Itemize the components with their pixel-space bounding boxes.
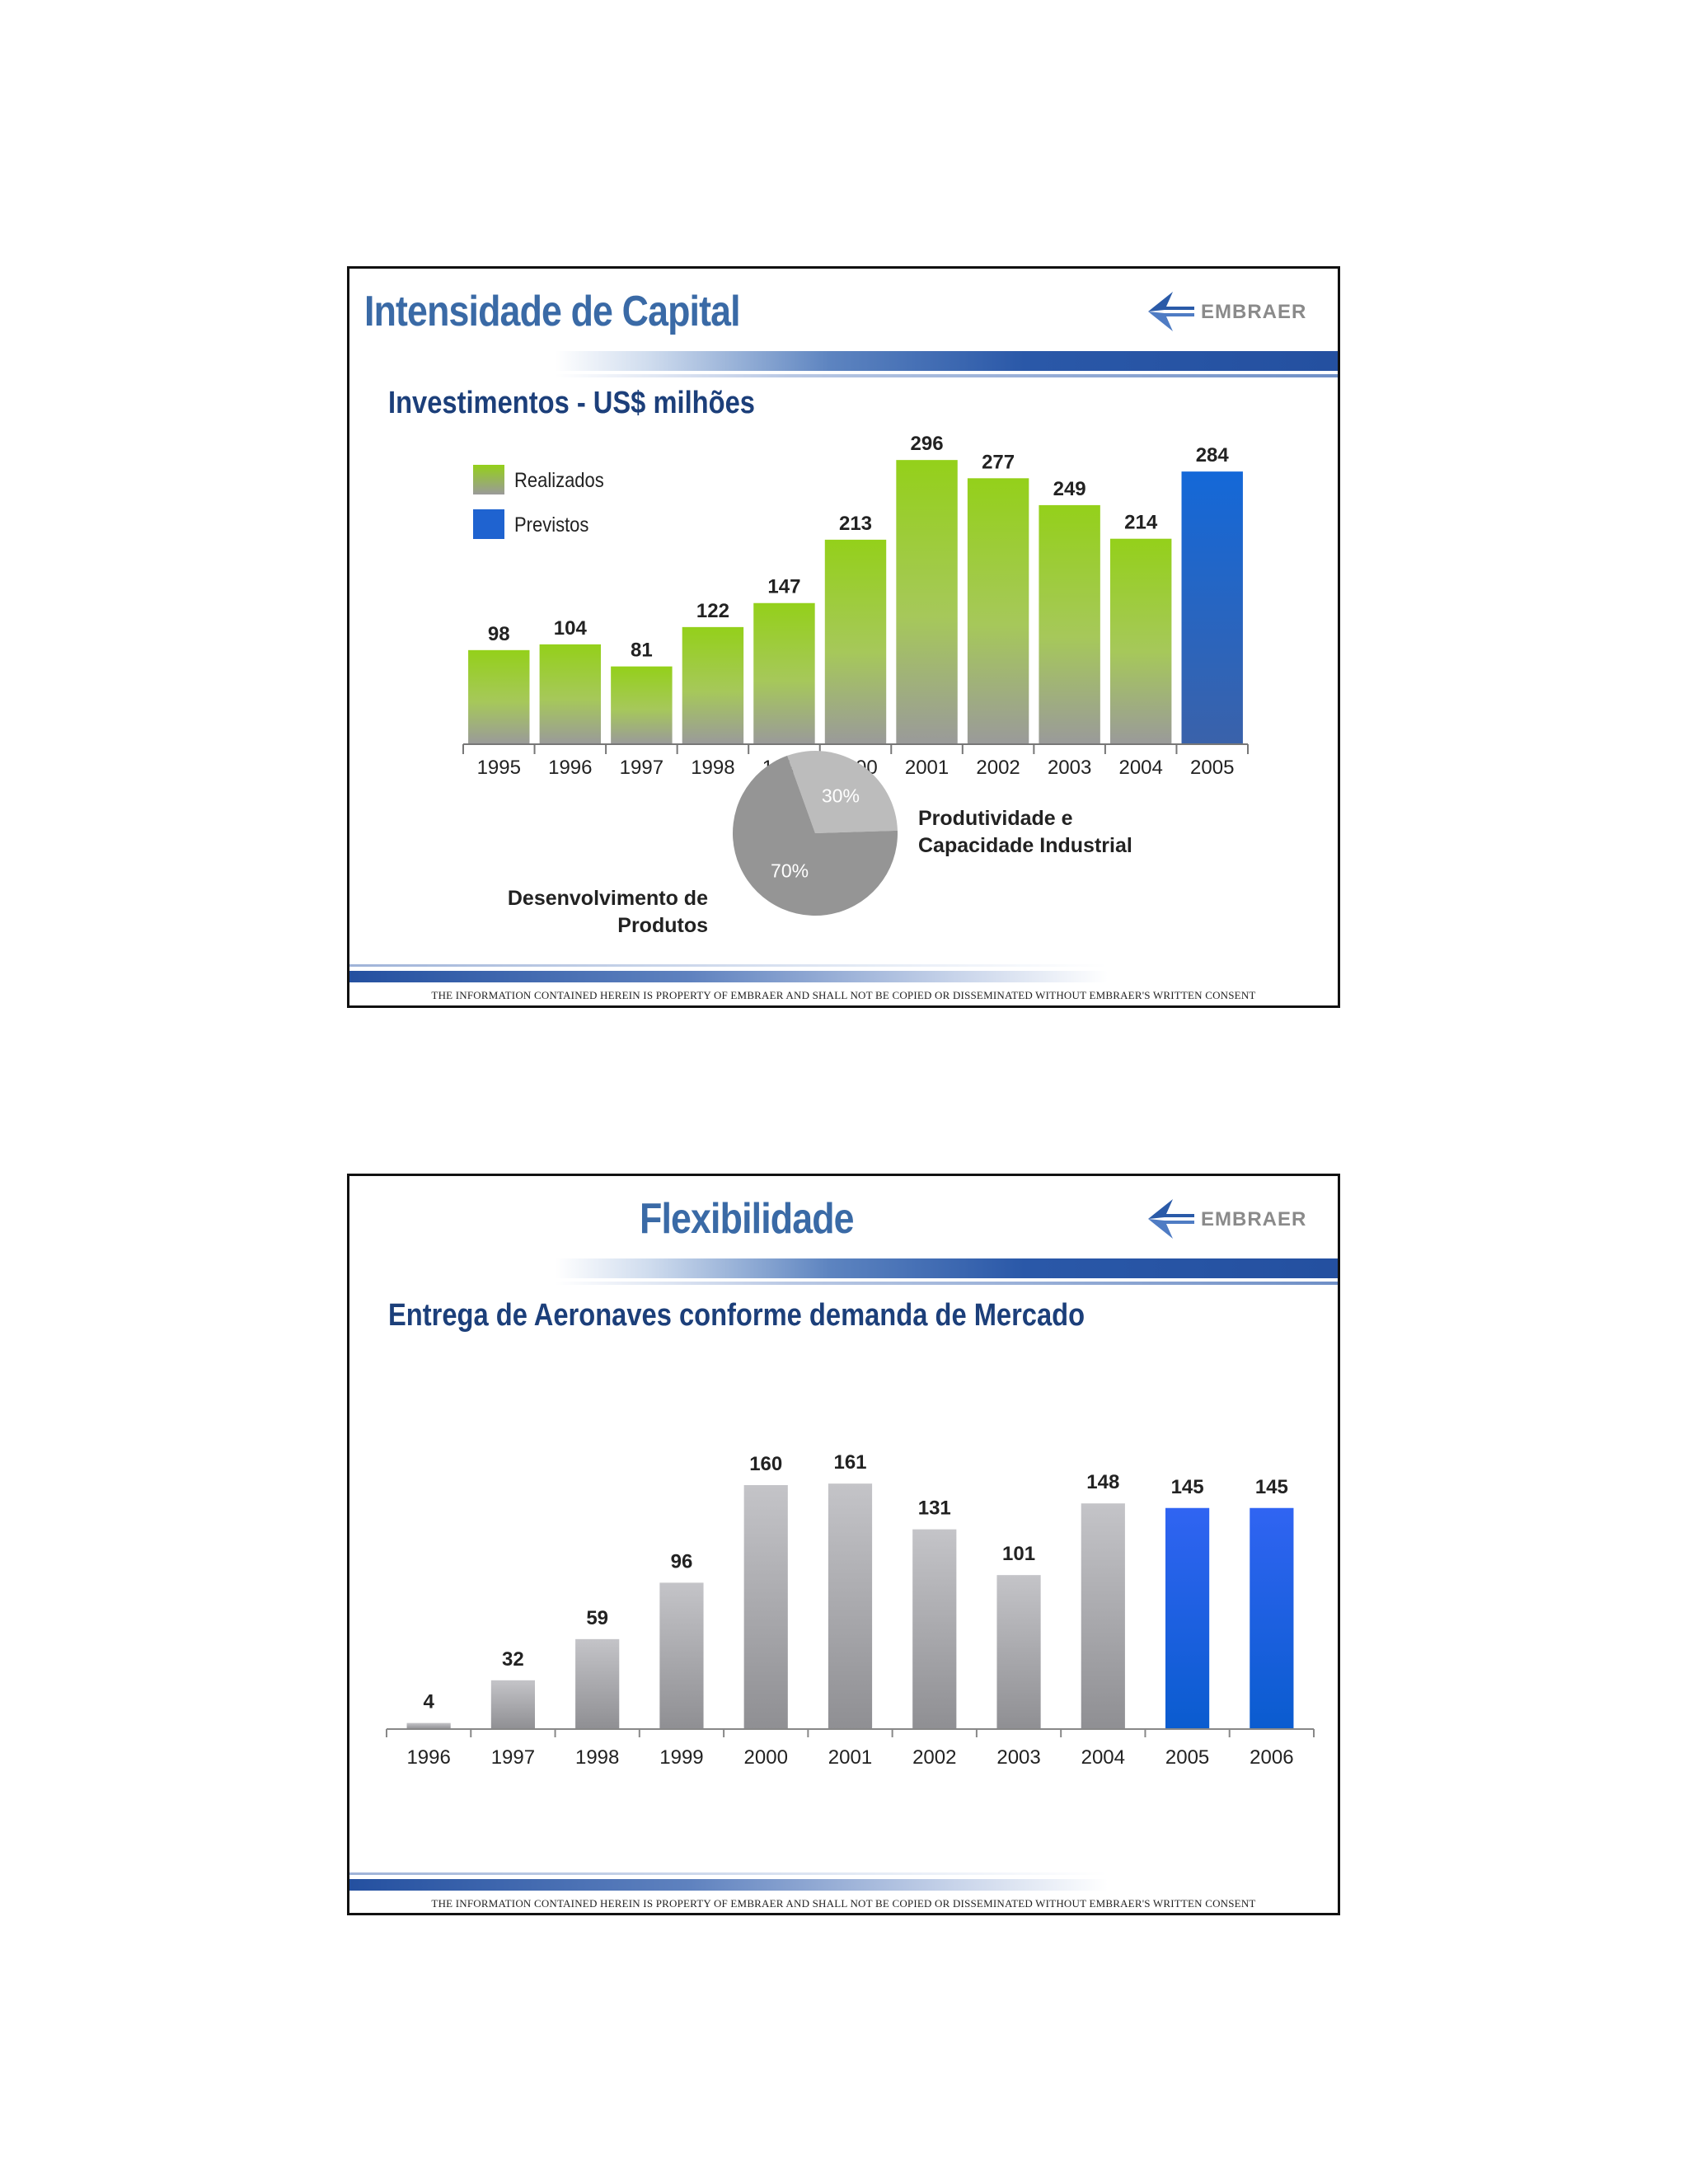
x-tick-label-2002: 2002 bbox=[912, 1746, 956, 1769]
legend-label-planned: Previstos bbox=[514, 513, 588, 537]
data-label-2005: 284 bbox=[1196, 444, 1230, 466]
legend-label-realized: Realizados bbox=[514, 469, 604, 492]
x-tick-label-1997: 1997 bbox=[491, 1746, 535, 1769]
x-tick-label-1998: 1998 bbox=[575, 1746, 619, 1769]
x-tick-label-2001: 2001 bbox=[828, 1746, 872, 1769]
x-tick-label-2002: 2002 bbox=[976, 757, 1020, 779]
bar-2003 bbox=[996, 1575, 1041, 1729]
bar-1998 bbox=[682, 626, 744, 744]
bar-1997 bbox=[611, 666, 673, 744]
slide-flexibility: Flexibilidade EMBRAER Entrega de Aeronav… bbox=[347, 1174, 1340, 1915]
page-title: Intensidade de Capital bbox=[364, 288, 741, 335]
legend-swatch-realized bbox=[473, 465, 504, 494]
bar-2001 bbox=[896, 460, 958, 744]
data-label-2004: 214 bbox=[1124, 512, 1158, 534]
bar-2006 bbox=[1250, 1507, 1294, 1729]
pie-label-development-line2: Produtos bbox=[617, 914, 708, 937]
pie-slice-30 bbox=[787, 751, 898, 833]
data-label-1999: 147 bbox=[767, 576, 800, 598]
page-title: Flexibilidade bbox=[640, 1195, 855, 1243]
slide-capital-intensity: Intensidade de Capital EMBRAER Investime… bbox=[347, 266, 1340, 1008]
x-tick-label-1996: 1996 bbox=[406, 1746, 450, 1769]
data-label-1997: 81 bbox=[631, 640, 653, 662]
x-tick-label-1998: 1998 bbox=[691, 757, 734, 779]
investment-pie-chart: 30% 70% bbox=[733, 751, 898, 916]
x-tick-label-2005: 2005 bbox=[1190, 757, 1234, 779]
x-tick-label-2006: 2006 bbox=[1250, 1746, 1293, 1769]
x-tick-label-2001: 2001 bbox=[905, 757, 949, 779]
bar-2004 bbox=[1109, 538, 1172, 744]
bar-1998 bbox=[575, 1638, 620, 1729]
title-underline-bar bbox=[556, 1258, 1338, 1285]
bar-1999 bbox=[753, 602, 815, 744]
svg-text:EMBRAER: EMBRAER bbox=[1201, 301, 1306, 323]
x-tick-label-2000: 2000 bbox=[744, 1746, 788, 1769]
x-tick-label-2005: 2005 bbox=[1165, 1746, 1209, 1769]
data-label-2003: 249 bbox=[1053, 478, 1086, 500]
x-tick-label-2004: 2004 bbox=[1118, 757, 1162, 779]
pie-label-development-line1: Desenvolvimento de bbox=[508, 887, 708, 910]
pie-slice-label-70: 70% bbox=[771, 860, 809, 881]
bar-2001 bbox=[828, 1483, 873, 1729]
data-label-2005: 145 bbox=[1171, 1476, 1204, 1498]
x-tick-label-2003: 2003 bbox=[996, 1746, 1040, 1769]
bar-1995 bbox=[468, 649, 530, 744]
embraer-logo-icon: EMBRAER bbox=[1148, 292, 1306, 331]
embraer-logo-icon: EMBRAER bbox=[1148, 1199, 1306, 1239]
pie-label-productivity-line1: Produtividade e bbox=[918, 807, 1073, 830]
data-label-1997: 32 bbox=[502, 1648, 524, 1671]
data-label-1998: 122 bbox=[696, 600, 729, 622]
bar-2002 bbox=[912, 1529, 957, 1729]
data-label-2000: 213 bbox=[839, 513, 872, 535]
legend-swatch-planned bbox=[473, 509, 504, 539]
data-label-2001: 161 bbox=[833, 1451, 866, 1474]
footer-disclaimer: THE INFORMATION CONTAINED HEREIN IS PROP… bbox=[431, 1897, 1256, 1910]
data-label-2001: 296 bbox=[911, 433, 944, 455]
data-label-1996: 104 bbox=[554, 617, 588, 640]
bar-2003 bbox=[1039, 504, 1100, 744]
x-tick-label-2004: 2004 bbox=[1081, 1746, 1125, 1769]
x-tick-label-2003: 2003 bbox=[1048, 757, 1091, 779]
data-label-1996: 4 bbox=[423, 1691, 434, 1713]
x-tick-label-1995: 1995 bbox=[477, 757, 521, 779]
data-label-2002: 277 bbox=[982, 451, 1015, 473]
chart-subtitle: Investimentos - US$ milhões bbox=[388, 386, 755, 420]
data-label-1999: 96 bbox=[671, 1550, 693, 1572]
data-label-1995: 98 bbox=[488, 623, 510, 645]
title-underline-bar bbox=[556, 351, 1338, 377]
deliveries-bar-chart: 4 32 59 96 160 161 131 101 148 145 145 1996 1997 199… bbox=[386, 1451, 1315, 1769]
bar-2000 bbox=[743, 1485, 788, 1729]
data-label-1998: 59 bbox=[586, 1607, 608, 1629]
x-tick-label-1999: 1999 bbox=[659, 1746, 703, 1769]
data-label-2004: 148 bbox=[1086, 1471, 1119, 1493]
bar-1996 bbox=[406, 1722, 451, 1729]
bar-1996 bbox=[539, 644, 602, 744]
x-tick-label-1997: 1997 bbox=[620, 757, 663, 779]
bar-2000 bbox=[824, 539, 887, 744]
pie-slice-label-30: 30% bbox=[822, 785, 860, 807]
footer-bar bbox=[349, 1872, 1108, 1891]
data-label-2003: 101 bbox=[1002, 1543, 1035, 1565]
bar-2005 bbox=[1165, 1507, 1210, 1729]
footer-bar bbox=[349, 964, 1108, 982]
svg-text:EMBRAER: EMBRAER bbox=[1201, 1208, 1306, 1230]
chart-subtitle: Entrega de Aeronaves conforme demanda de… bbox=[388, 1298, 1085, 1333]
x-tick-label-1996: 1996 bbox=[548, 757, 592, 779]
bar-1999 bbox=[659, 1582, 704, 1729]
bar-1997 bbox=[490, 1680, 535, 1729]
data-label-2006: 145 bbox=[1255, 1476, 1288, 1498]
pie-label-productivity-line2: Capacidade Industrial bbox=[918, 834, 1132, 857]
investment-bar-chart: 98 104 81 122 147 213 296 277 249 214 284 1995 1996… bbox=[462, 433, 1249, 937]
data-label-2002: 131 bbox=[918, 1497, 951, 1520]
bar-2002 bbox=[967, 478, 1029, 744]
bar-2005 bbox=[1181, 471, 1243, 744]
footer-disclaimer: THE INFORMATION CONTAINED HEREIN IS PROP… bbox=[431, 989, 1256, 1001]
data-label-2000: 160 bbox=[749, 1453, 782, 1475]
pie-slice-70 bbox=[733, 755, 898, 916]
bar-2004 bbox=[1081, 1503, 1125, 1729]
